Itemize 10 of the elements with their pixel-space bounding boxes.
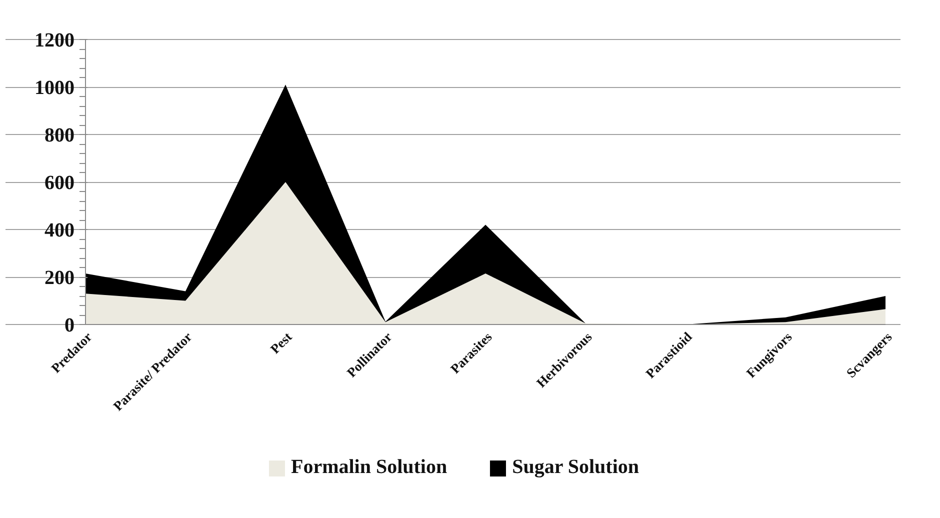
y-tick-label: 0 <box>64 314 74 336</box>
legend-label: Sugar Solution <box>512 456 640 479</box>
x-tick-label: Pest <box>267 328 296 357</box>
y-tick-label: 200 <box>44 267 74 289</box>
y-tick-label: 800 <box>44 124 74 146</box>
y-tick-label: 1200 <box>34 30 74 52</box>
y-tick-label: 600 <box>44 172 74 194</box>
y-tick-label: 400 <box>44 220 74 242</box>
legend-label: Formalin Solution <box>290 456 448 479</box>
y-tick-label: 1000 <box>34 77 74 99</box>
